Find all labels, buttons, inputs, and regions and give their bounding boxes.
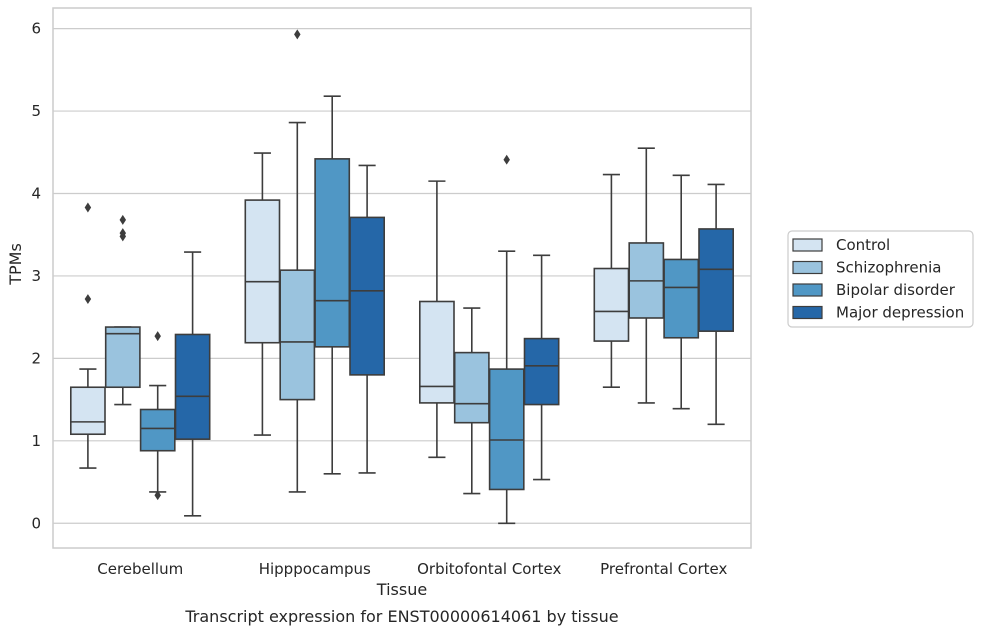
series-bipolar-disorder	[139, 95, 700, 525]
y-tick-label: 4	[31, 184, 41, 202]
box	[279, 29, 316, 493]
series-control	[69, 152, 630, 469]
legend-frame	[787, 230, 974, 328]
box-body	[244, 199, 281, 344]
y-tick-label: 3	[31, 267, 41, 285]
box	[174, 251, 211, 517]
legend-swatch	[792, 305, 823, 320]
x-tick-label: Hipppocampus	[259, 560, 371, 578]
box	[244, 152, 281, 436]
box	[418, 180, 455, 459]
x-tick-label: Prefrontal Cortex	[600, 560, 727, 578]
legend-label: Major depression	[836, 304, 964, 322]
plot-frame	[52, 7, 752, 549]
box	[698, 183, 735, 426]
y-tick-label: 5	[31, 102, 41, 120]
outlier-point	[503, 154, 510, 165]
box	[593, 173, 630, 389]
legend: Control Schizophrenia Bipolar disorder Majo…	[787, 230, 974, 328]
box-body	[174, 333, 211, 440]
outlier-point	[119, 231, 127, 242]
y-tick-label: 0	[31, 514, 41, 532]
outlier-point	[84, 202, 92, 213]
box	[488, 154, 525, 525]
box-body	[279, 269, 316, 401]
x-tick-label: Cerebellum	[97, 560, 183, 578]
outlier-point	[84, 294, 92, 304]
outlier-point	[154, 331, 161, 342]
legend-swatch	[792, 238, 823, 252]
chart-caption: Transcript expression for ENST0000061406…	[184, 607, 618, 626]
box	[628, 147, 665, 404]
box-body	[488, 368, 525, 491]
box-body	[593, 267, 630, 342]
y-axis-label: TPMs	[6, 243, 25, 286]
box	[453, 307, 490, 495]
legend-item: Bipolar disorder	[792, 281, 956, 299]
y-tick-label: 6	[31, 20, 41, 38]
y-axis-ticks: 0 1 2 3 4 5 6	[31, 20, 41, 533]
box-body	[453, 351, 490, 424]
legend-label: Bipolar disorder	[836, 281, 956, 299]
legend-label: Control	[836, 236, 890, 254]
box-body	[523, 337, 560, 406]
box	[349, 164, 386, 474]
legend-label: Schizophrenia	[836, 259, 941, 277]
x-axis-ticks: Cerebellum Hipppocampus Orbitofontal Corte…	[97, 560, 727, 578]
outlier-point	[294, 29, 301, 40]
box-body	[314, 158, 351, 348]
x-tick-label: Orbitofontal Cortex	[417, 560, 561, 578]
legend-item: Control	[792, 236, 890, 254]
box	[314, 95, 351, 475]
box	[663, 174, 700, 410]
legend-item: Schizophrenia	[792, 259, 941, 277]
y-tick-label: 1	[31, 432, 41, 450]
y-tick-label: 2	[31, 349, 41, 367]
box	[69, 202, 106, 469]
box-body	[698, 228, 735, 332]
legend-swatch	[792, 260, 823, 275]
box-body	[104, 326, 141, 389]
series-major-depression	[174, 164, 735, 517]
box	[104, 214, 141, 406]
box-body	[663, 258, 700, 339]
box-plot-series	[69, 29, 735, 525]
legend-item: Major depression	[792, 304, 964, 322]
outlier-point	[119, 214, 127, 225]
legend-swatch	[792, 283, 823, 297]
box-body	[69, 386, 106, 436]
box-body	[349, 216, 386, 376]
box	[139, 331, 176, 501]
box	[523, 254, 560, 481]
outlier-point	[154, 490, 161, 501]
x-axis-label: Tissue	[376, 580, 427, 599]
box-body	[418, 300, 455, 404]
box-body	[139, 408, 176, 452]
series-schizophrenia	[104, 29, 665, 495]
